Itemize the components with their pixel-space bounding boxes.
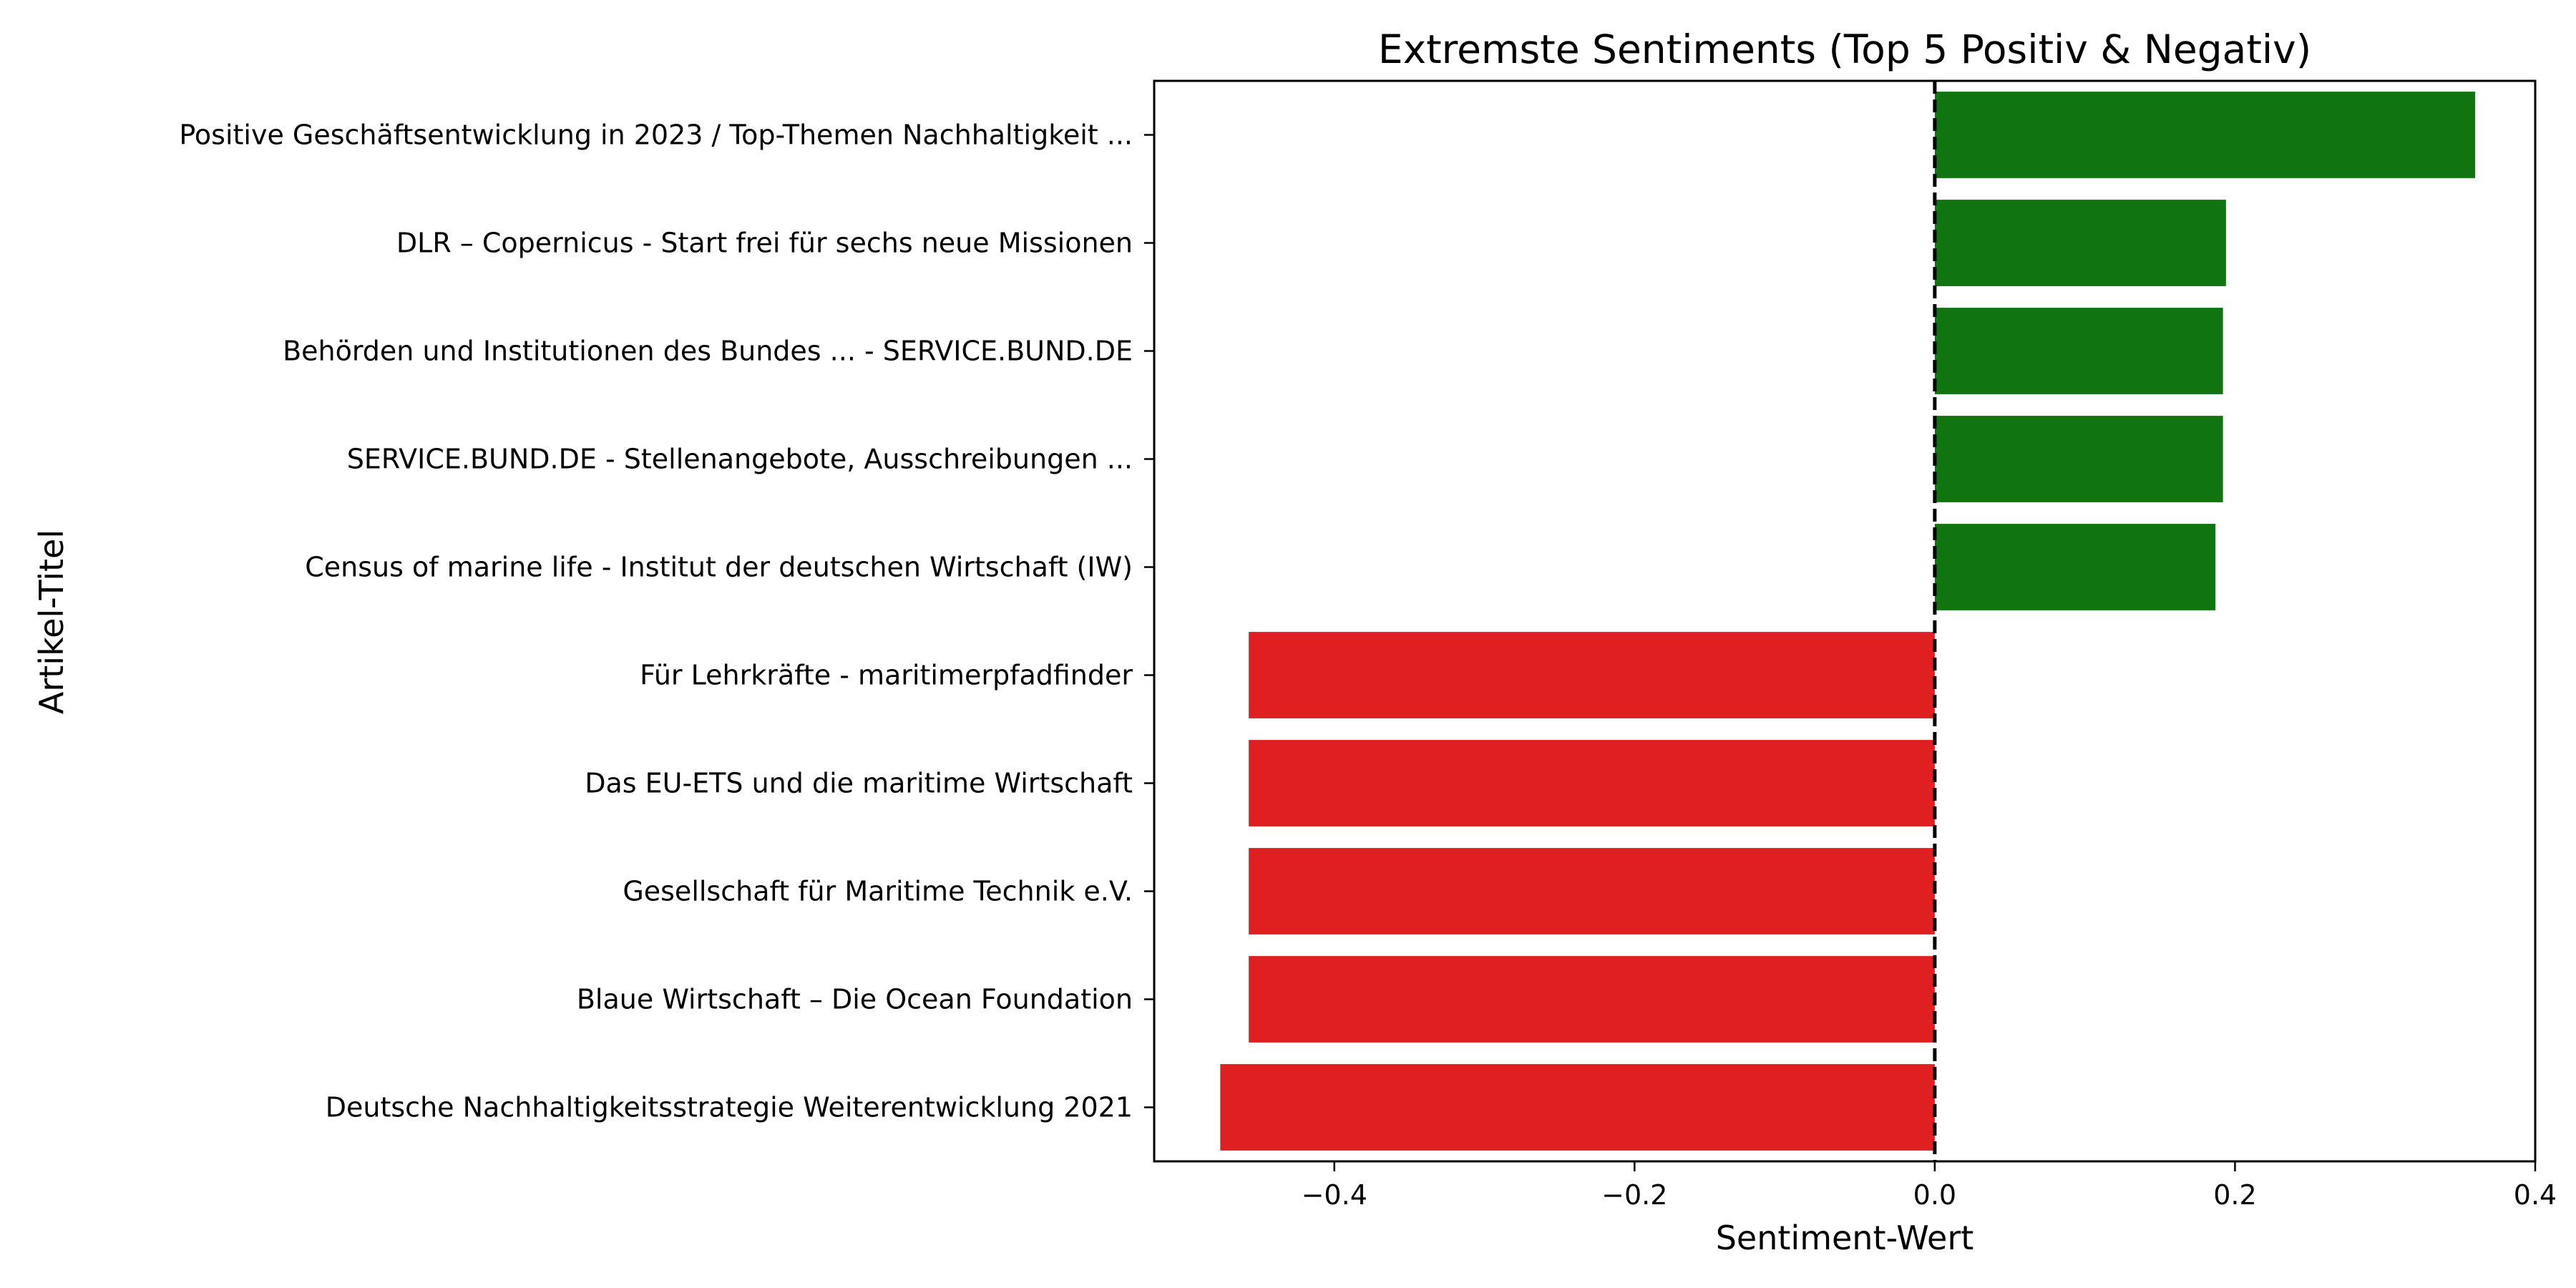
category-label-6: Für Lehrkräfte - maritimerpfadfinder [640, 660, 1133, 691]
x-axis-title: Sentiment-Wert [1716, 1219, 1974, 1257]
bar-10 [1220, 1064, 1935, 1151]
bars-layer [1220, 92, 2476, 1151]
category-label-9: Blaue Wirtschaft – Die Ocean Foundation [577, 984, 1133, 1015]
y-axis-category-labels: Positive Geschäftsentwicklung in 2023 / … [179, 119, 1154, 1123]
x-tick-label-3: 0.0 [1913, 1179, 1956, 1211]
bar-4 [1934, 416, 2223, 502]
category-label-5: Census of marine life - Institut der deu… [305, 552, 1133, 583]
bar-2 [1934, 200, 2226, 286]
chart-title: Extremste Sentiments (Top 5 Positiv & Ne… [1378, 26, 2311, 72]
category-label-7: Das EU-ETS und die maritime Wirtschaft [585, 768, 1133, 799]
x-tick-label-4: 0.2 [2213, 1179, 2256, 1211]
x-tick-label-2: −0.2 [1601, 1179, 1667, 1211]
bar-3 [1934, 308, 2223, 394]
x-tick-label-5: 0.4 [2514, 1179, 2557, 1211]
category-label-10: Deutsche Nachhaltigkeitsstrategie Weiter… [326, 1092, 1133, 1123]
category-label-1: Positive Geschäftsentwicklung in 2023 / … [179, 119, 1133, 151]
bar-8 [1249, 848, 1935, 935]
x-tick-label-1: −0.4 [1302, 1179, 1367, 1211]
bar-5 [1934, 524, 2216, 610]
bar-7 [1249, 740, 1935, 826]
bar-6 [1249, 632, 1935, 718]
bar-9 [1249, 956, 1935, 1043]
y-axis-title: Artikel-Titel [32, 530, 71, 714]
category-label-8: Gesellschaft für Maritime Technik e.V. [623, 876, 1133, 907]
x-axis-ticks: −0.4 −0.2 0.0 0.2 0.4 [1302, 1161, 2557, 1211]
category-label-2: DLR – Copernicus - Start frei für sechs … [396, 228, 1133, 259]
category-label-4: SERVICE.BUND.DE - Stellenangebote, Aussc… [347, 444, 1133, 475]
bar-1 [1934, 92, 2476, 178]
category-label-3: Behörden und Institutionen des Bundes ..… [283, 336, 1133, 367]
plot-area-frame [1153, 79, 2537, 1163]
